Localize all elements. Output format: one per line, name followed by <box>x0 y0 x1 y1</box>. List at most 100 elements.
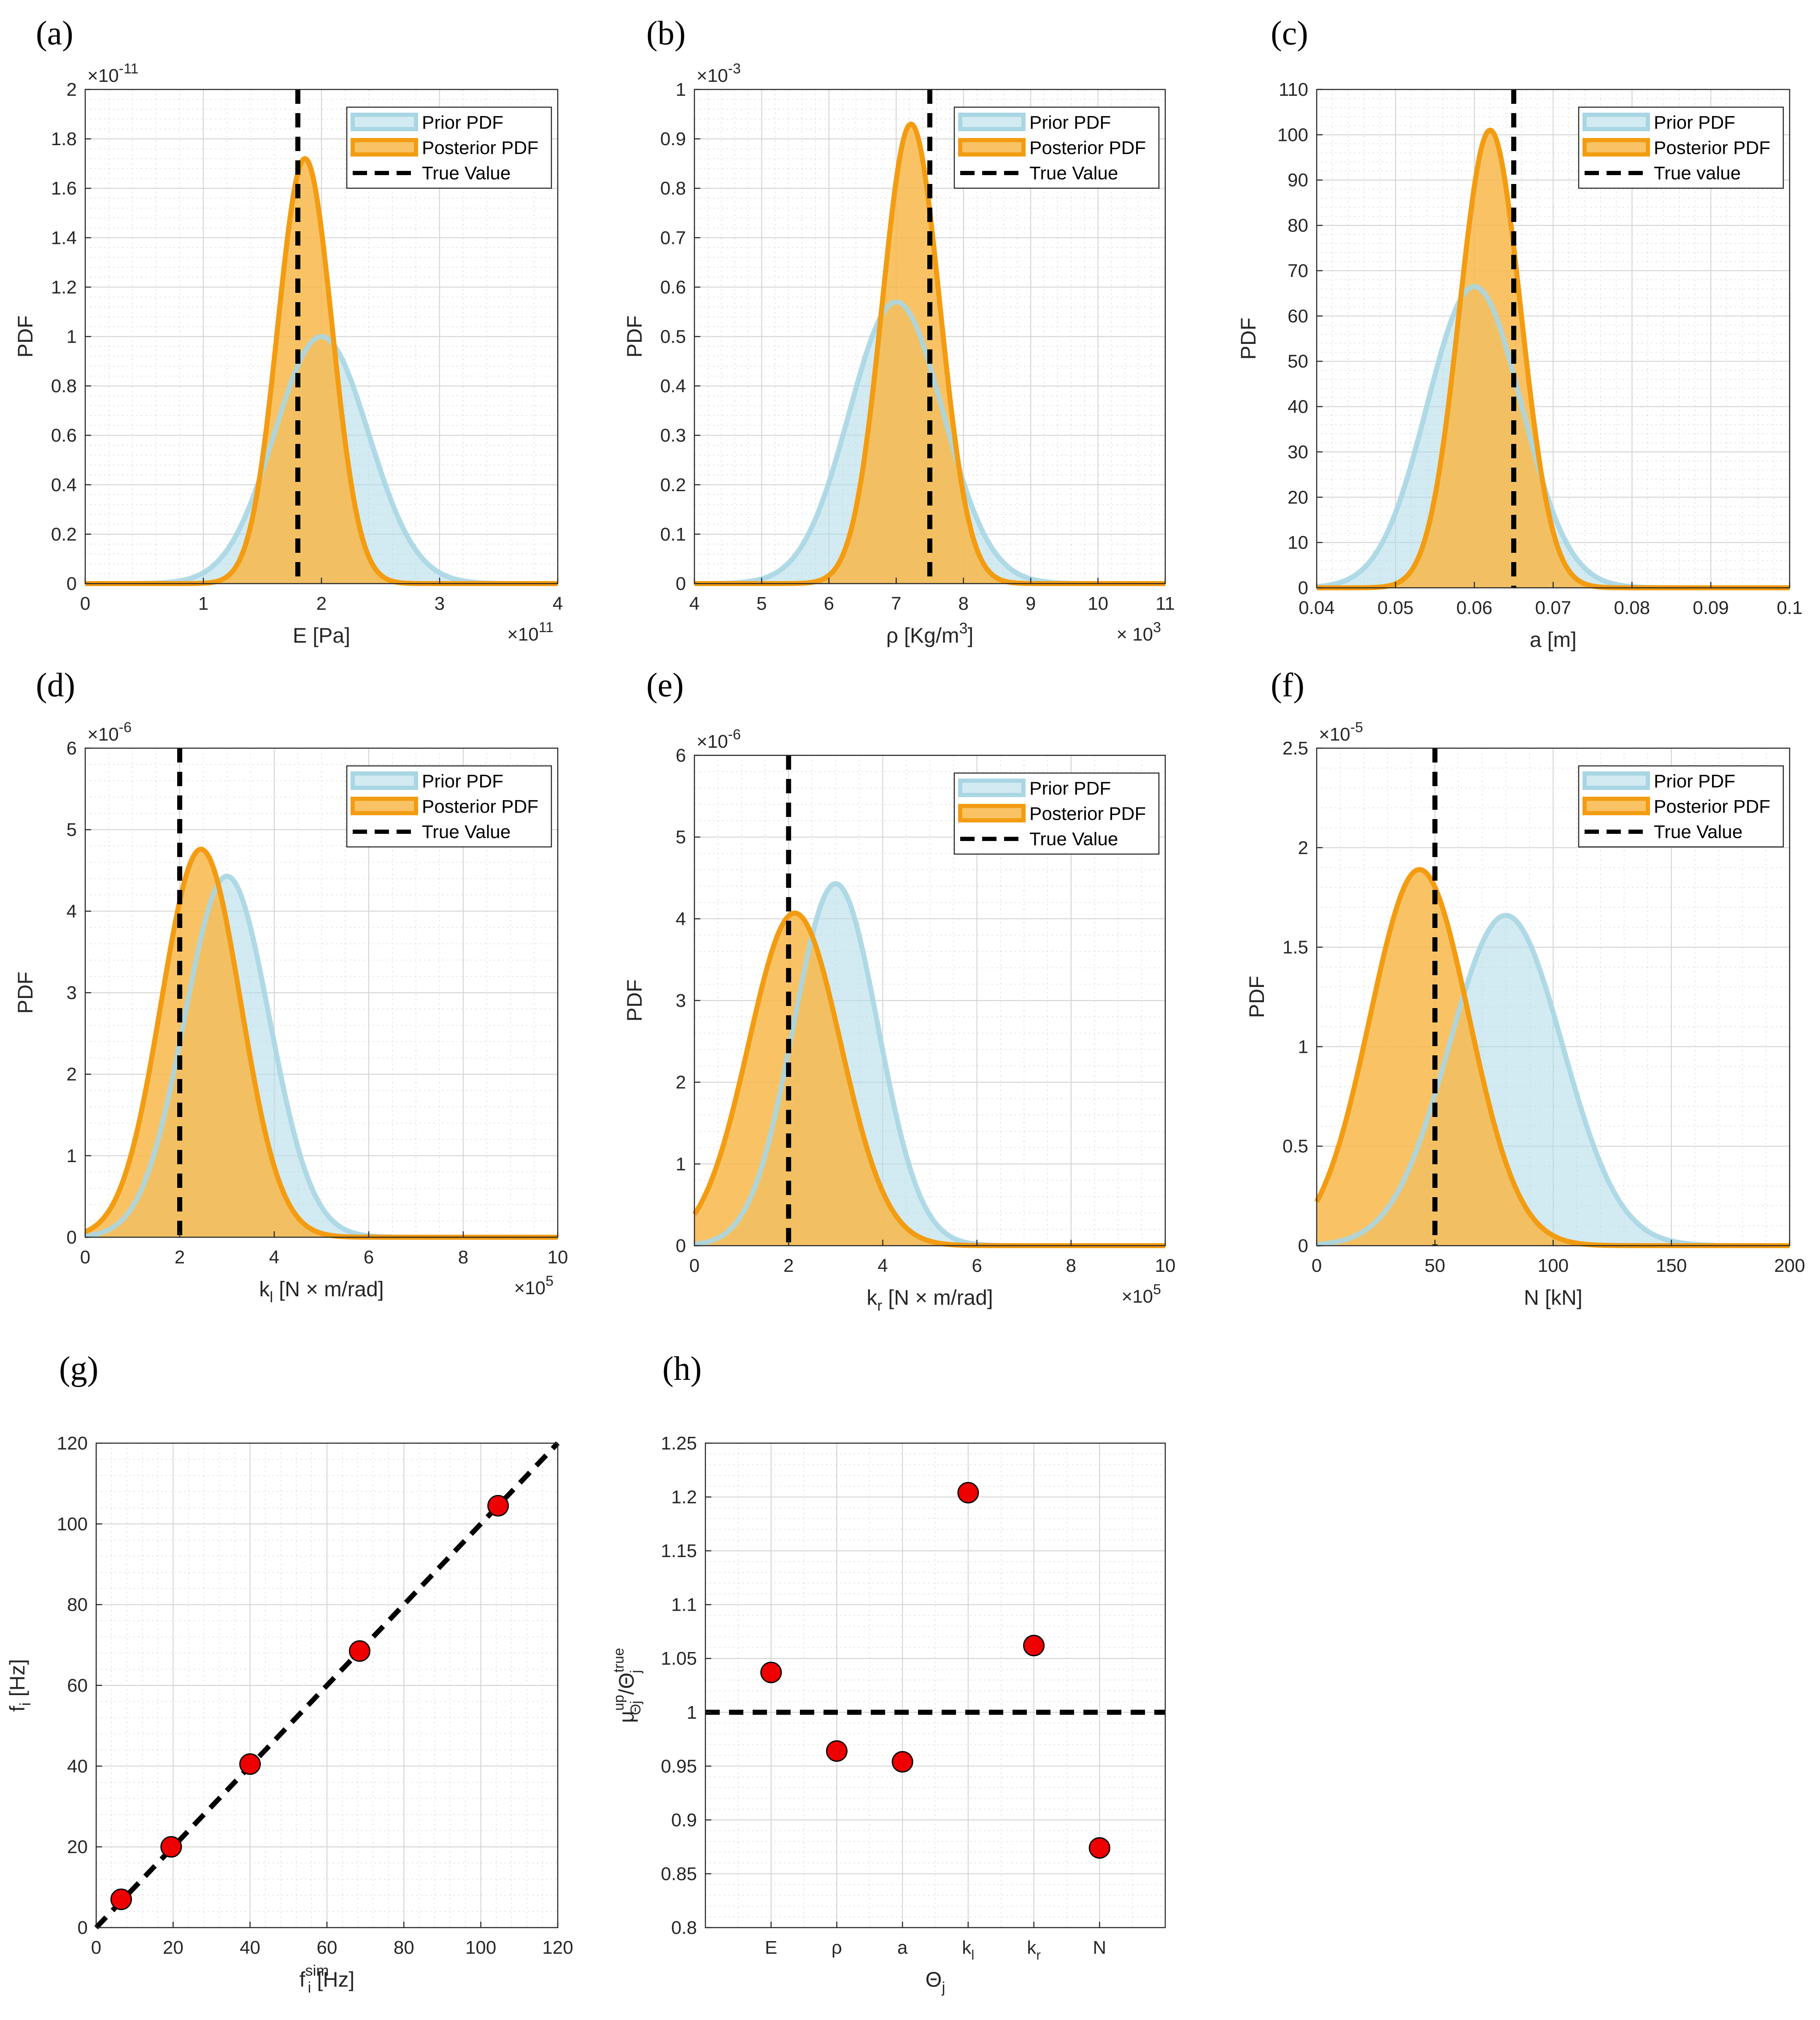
y-tick-label: 1.1 <box>671 1595 697 1615</box>
x-axis-label: Θj <box>926 1968 945 1996</box>
y-tick-label: 60 <box>67 1675 88 1696</box>
x-tick-label: 3 <box>435 593 445 614</box>
legend-entry: Posterior PDF <box>1654 796 1770 817</box>
legend-entry: True Value <box>1029 829 1118 849</box>
y-tick-label: 0.8 <box>671 1917 697 1938</box>
y-tick-label: 100 <box>1277 124 1308 145</box>
y-axis-label: μupΘj /Θtruej <box>611 1648 644 1723</box>
x-tick-label: 0.1 <box>1777 598 1802 618</box>
y-tick-label: 0.9 <box>671 1810 697 1831</box>
y-axis-label-sup: up <box>611 1695 627 1711</box>
y-tick-label: 0.4 <box>660 376 686 397</box>
y-tick-label: 40 <box>1288 397 1308 417</box>
x-exponent-label: ×1011 <box>507 619 554 645</box>
data-point <box>348 1640 370 1662</box>
x-tick-label: 80 <box>394 1937 414 1958</box>
panel-c: Prior PDF Posterior PDF True value 0.04 0.05… <box>1237 15 1803 652</box>
x-axis-label: a [m] <box>1530 628 1577 652</box>
y-tick-label: 0 <box>78 1917 88 1938</box>
x-axis-label-main: k <box>259 1277 270 1301</box>
panel-label: (a) <box>36 15 73 52</box>
legend-entry: Posterior PDF <box>1029 138 1146 158</box>
x-axis-label-tail: [N × m/rad] <box>882 1286 993 1309</box>
y-tick-label: 1.2 <box>51 277 77 297</box>
y-exponent-power: -11 <box>119 61 139 77</box>
x-tick-label-main: k <box>1027 1937 1037 1958</box>
x-axis-label-main: E [Pa] <box>293 624 350 647</box>
y-axis-label-sub2: j <box>628 1670 644 1674</box>
panel-label: (h) <box>662 1350 702 1387</box>
legend-entry: Prior PDF <box>1029 112 1111 133</box>
x-axis-label-main: Θ <box>926 1968 942 1991</box>
x-axis-label: fsim i [Hz] <box>300 1962 355 1996</box>
x-tick-label: 6 <box>972 1255 982 1276</box>
y-tick-label: 1.6 <box>51 178 77 199</box>
y-tick-label: 0 <box>676 1236 686 1256</box>
y-tick-label: 1 <box>676 79 686 100</box>
x-tick-label: 5 <box>756 593 767 614</box>
x-tick-label-sub: r <box>1036 1947 1041 1963</box>
data-point <box>487 1495 509 1517</box>
x-tick-label: 10 <box>1088 593 1108 614</box>
legend-swatch-prior <box>1582 771 1650 790</box>
data-point <box>826 1740 848 1762</box>
x-tick-label: 9 <box>1026 593 1036 614</box>
legend-entry: Prior PDF <box>422 771 503 792</box>
x-tick-label: 50 <box>1425 1255 1445 1276</box>
x-tick-label: 0.08 <box>1614 598 1650 618</box>
x-tick-label: N <box>1093 1937 1106 1958</box>
x-tick-label: 200 <box>1774 1255 1805 1276</box>
y-exponent-power: -3 <box>728 61 741 77</box>
x-tick-label-main: a <box>897 1937 908 1958</box>
x-tick-label: 4 <box>553 593 563 614</box>
legend-entry: Prior PDF <box>422 112 503 133</box>
y-axis-label: PDF <box>1237 318 1260 360</box>
y-tick-label: 1.15 <box>661 1541 697 1561</box>
y-axis-label: PDF <box>623 979 646 1022</box>
x-axis-label-main: N [kN] <box>1524 1286 1582 1309</box>
axis-ticks: 4 5 6 7 8 9 10 11 0 0.1 0.2 0.3 0.4 0.5 0.6 0.7 0.8 0.9 1 <box>660 79 1175 614</box>
legend-swatch-posterior <box>958 804 1026 822</box>
axis-ticks: 0 1 2 3 4 0 0.2 0.4 0.6 0.8 1 1.2 1.4 1.6 1.8 2 <box>51 79 563 614</box>
y-axis-label-sub: Θj <box>628 1701 644 1715</box>
x-axis-label-sub: l <box>270 1288 273 1306</box>
y-tick-label: 1.2 <box>671 1487 697 1508</box>
x-tick-label-sub: l <box>971 1947 974 1963</box>
legend-entry: True Value <box>422 822 510 842</box>
data-point <box>160 1836 182 1858</box>
x-exponent-label: ×105 <box>1121 1282 1161 1307</box>
y-tick-label: 0.7 <box>660 227 686 248</box>
x-tick-label: kl <box>962 1937 974 1963</box>
x-axis-label-main: f <box>300 1968 305 1991</box>
y-exponent-base: ×10 <box>1319 724 1350 745</box>
x-tick-label: 6 <box>364 1247 374 1268</box>
posterior-area <box>85 849 558 1237</box>
y-tick-label: 80 <box>67 1595 88 1615</box>
x-exponent-label: × 103 <box>1116 619 1161 645</box>
y-tick-label: 1 <box>676 1154 686 1174</box>
y-exponent-label: ×10-11 <box>87 61 138 86</box>
x-tick-label: a <box>897 1937 908 1958</box>
y-tick-label: 0.85 <box>661 1863 697 1884</box>
y-tick-label: 2 <box>1298 838 1308 858</box>
y-tick-label: 0.2 <box>660 475 686 495</box>
y-tick-label: 3 <box>67 983 77 1003</box>
posterior-area <box>694 913 1165 1246</box>
x-axis-label-sub: i <box>308 1979 311 1996</box>
x-tick-label: 0 <box>1312 1255 1322 1276</box>
x-exponent-power: 5 <box>1153 1282 1161 1298</box>
x-tick-label: 10 <box>1155 1255 1176 1276</box>
y-tick-label: 90 <box>1288 170 1308 191</box>
y-axis-label-sup2: true <box>611 1648 627 1673</box>
axis-ticks: 0 20 40 60 80 100 120 0 20 40 60 80 100 120 <box>57 1433 573 1958</box>
y-axis-label-main: μ <box>615 1711 638 1723</box>
y-tick-label: 0.6 <box>51 425 77 446</box>
x-tick-label: 8 <box>458 1247 468 1268</box>
x-tick-label: 4 <box>689 593 699 614</box>
y-exponent-base: ×10 <box>697 65 728 86</box>
data-point <box>1088 1837 1110 1859</box>
